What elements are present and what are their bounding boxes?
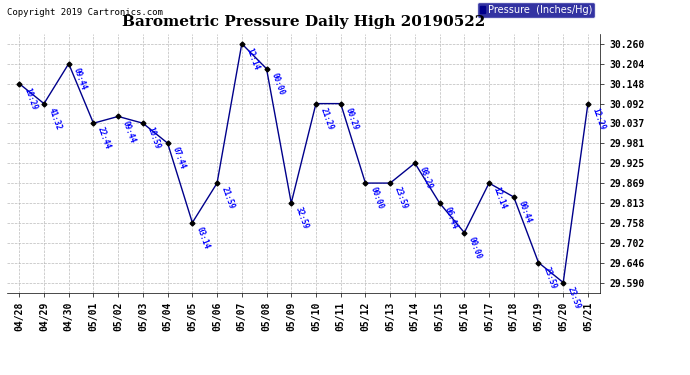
- Text: 21:29: 21:29: [319, 106, 335, 131]
- Text: Barometric Pressure Daily High 20190522: Barometric Pressure Daily High 20190522: [122, 15, 485, 29]
- Text: 03:14: 03:14: [195, 225, 211, 250]
- Text: 23:59: 23:59: [541, 266, 558, 290]
- Text: 00:44: 00:44: [517, 200, 533, 225]
- Text: 09:44: 09:44: [121, 119, 137, 144]
- Text: 00:00: 00:00: [368, 186, 384, 211]
- Text: 10:59: 10:59: [146, 126, 162, 151]
- Legend: Pressure  (Inches/Hg): Pressure (Inches/Hg): [477, 2, 595, 18]
- Text: 07:44: 07:44: [170, 146, 187, 171]
- Text: 00:00: 00:00: [467, 236, 484, 260]
- Text: 09:44: 09:44: [72, 66, 88, 91]
- Text: 41:32: 41:32: [47, 106, 63, 131]
- Text: 12:29: 12:29: [591, 106, 607, 131]
- Text: 12:14: 12:14: [244, 46, 261, 71]
- Text: 00:00: 00:00: [269, 72, 286, 96]
- Text: 12:14: 12:14: [492, 186, 508, 211]
- Text: 06:44: 06:44: [442, 206, 459, 231]
- Text: 00:29: 00:29: [344, 106, 359, 131]
- Text: 32:59: 32:59: [294, 206, 310, 231]
- Text: Copyright 2019 Cartronics.com: Copyright 2019 Cartronics.com: [7, 8, 163, 17]
- Text: 23:59: 23:59: [566, 285, 582, 310]
- Text: 10:29: 10:29: [22, 86, 39, 111]
- Text: 08:29: 08:29: [417, 166, 434, 191]
- Text: 22:44: 22:44: [96, 126, 112, 151]
- Text: 23:59: 23:59: [393, 186, 409, 211]
- Text: 21:59: 21:59: [220, 186, 236, 211]
